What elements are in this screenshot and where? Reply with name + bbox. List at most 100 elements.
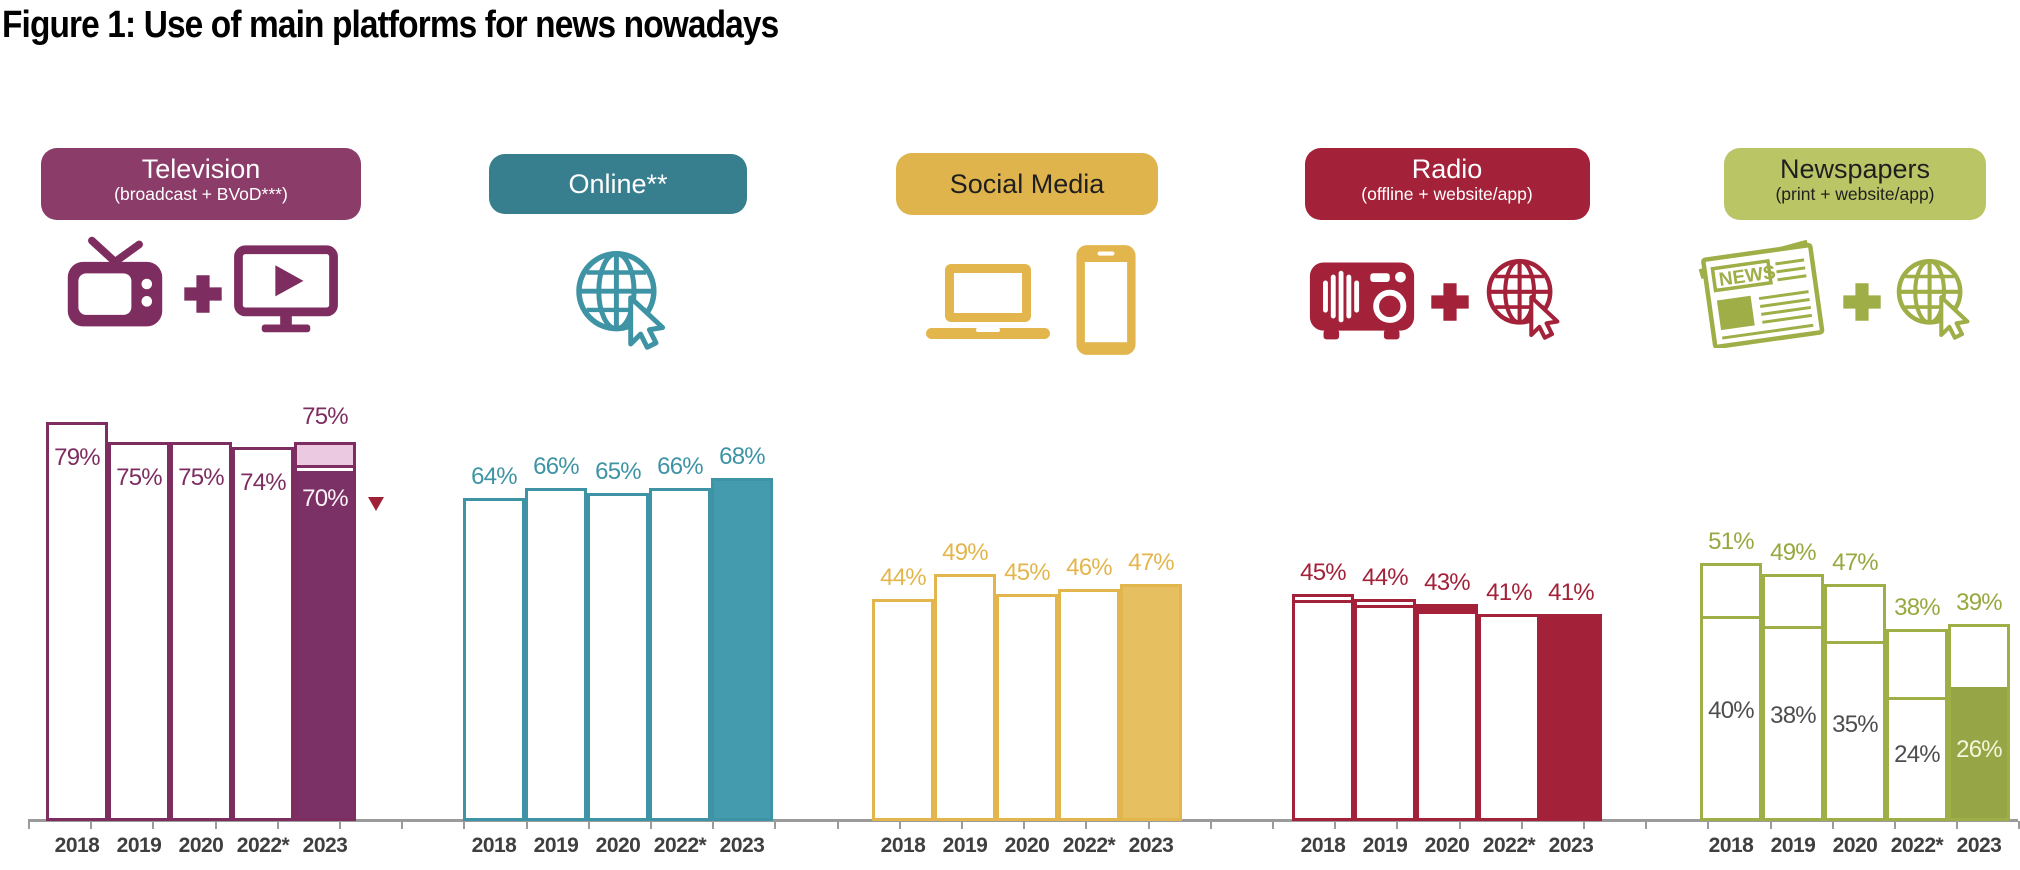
trend-down-icon: [368, 497, 384, 511]
x-axis-tick: [898, 821, 901, 829]
bar-segment-solid: [297, 470, 353, 818]
laptop-icon: [918, 260, 1058, 350]
x-axis-tick: [1458, 821, 1461, 829]
newspaper-icon: NEWS: [1692, 238, 1834, 350]
value-label: 64%: [471, 462, 517, 490]
globe-cursor-icon: [1890, 252, 1980, 346]
value-label-solid: 70%: [302, 484, 348, 512]
value-label: 45%: [1300, 558, 1346, 586]
year-label: 2023: [1128, 834, 1174, 857]
x-axis-tick: [463, 821, 466, 829]
bar-online-2023: [711, 477, 773, 821]
value-label: 66%: [657, 452, 703, 480]
x-axis-tick: [1334, 821, 1337, 829]
x-axis-tick: [1894, 821, 1896, 829]
platform-title: Radio: [1411, 154, 1483, 184]
x-axis-tick: [1769, 821, 1772, 829]
value-label: 74%: [240, 469, 286, 497]
globe-cursor-icon: [1480, 252, 1570, 346]
globe-cursor-icon: [568, 243, 678, 357]
bar-segment-bottom: [1951, 686, 2007, 818]
value-label: 49%: [942, 538, 988, 566]
bar-radio-2020: [1416, 603, 1478, 821]
year-label: 2022*: [1482, 834, 1536, 857]
bar-social-media-2022: [1058, 588, 1120, 821]
x-axis-tick: [961, 821, 963, 829]
platform-header-social-media: Social Media: [896, 153, 1158, 215]
x-axis-tick: [1023, 821, 1026, 829]
x-axis-tick: [836, 821, 839, 829]
year-label: 2018: [54, 834, 100, 857]
year-label: 2018: [471, 834, 517, 857]
x-axis-tick: [28, 821, 30, 829]
bar-segment-bottom: [1765, 626, 1821, 818]
platform-header-radio: Radio (offline + website/app): [1304, 148, 1590, 220]
platform-subtitle: (print + website/app): [1775, 184, 1935, 204]
inner-value-label: 40%: [1708, 696, 1754, 724]
inner-value-label: 26%: [1956, 735, 2002, 763]
bar-online-2020: [587, 492, 649, 821]
year-label: 2020: [1004, 834, 1050, 857]
x-axis-tick: [774, 821, 777, 829]
bar-newspapers-2019: [1762, 573, 1824, 821]
inner-value-label: 24%: [1894, 741, 1940, 769]
figure-title: Figure 1: Use of main platforms for news…: [2, 4, 779, 46]
value-label: 79%: [54, 444, 100, 472]
year-label: 2023: [1956, 834, 2002, 857]
tv-icon: [62, 233, 168, 335]
monitor-play-icon: [232, 243, 340, 340]
year-label: 2023: [302, 834, 348, 857]
plus-icon: [1428, 280, 1472, 324]
bar-television-2019: [108, 442, 170, 821]
platform-header-online: Online**: [489, 154, 747, 214]
value-label: 45%: [1004, 558, 1050, 586]
bar-top-cap: [1419, 606, 1475, 615]
year-label: 2018: [880, 834, 926, 857]
year-label: 2023: [1548, 834, 1594, 857]
value-label: 41%: [1486, 578, 1532, 606]
platform-title: Newspapers: [1779, 154, 1931, 184]
bar-television-2018: [46, 422, 108, 821]
bar-newspapers-2023: [1948, 624, 2010, 821]
platform-subtitle: (offline + website/app): [1361, 184, 1533, 204]
x-axis-tick: [1396, 821, 1399, 829]
plus-icon: [181, 272, 225, 316]
value-label: 38%: [1894, 594, 1940, 622]
x-axis-tick: [1272, 821, 1274, 829]
inner-value-label: 35%: [1832, 710, 1878, 738]
platform-title: Television: [141, 154, 261, 184]
bar-social-media-2019: [934, 573, 996, 821]
value-label: 47%: [1128, 548, 1174, 576]
value-label: 49%: [1770, 538, 1816, 566]
value-label: 39%: [1956, 589, 2002, 617]
value-label: 47%: [1832, 548, 1878, 576]
x-axis-tick: [1147, 821, 1150, 829]
bar-segment-bottom: [1889, 696, 1945, 818]
year-label: 2019: [116, 834, 162, 857]
bar-social-media-2023: [1120, 583, 1182, 821]
platform-header-newspapers: Newspapers (print + website/app): [1724, 148, 1986, 220]
bar-radio-2023: [1540, 613, 1602, 821]
bar-newspapers-2022: [1886, 629, 1948, 821]
year-label: 2020: [1424, 834, 1470, 857]
bar-segment-light: [297, 445, 353, 468]
x-axis-tick: [1707, 821, 1710, 829]
x-axis-tick: [650, 821, 652, 829]
bar-newspapers-2020: [1824, 583, 1886, 821]
year-label: 2019: [533, 834, 579, 857]
year-label: 2022*: [236, 834, 290, 857]
platform-title: Online**: [568, 169, 668, 199]
bar-top-cap: [1357, 604, 1413, 608]
value-label: 75%: [302, 403, 348, 431]
value-label: 65%: [595, 457, 641, 485]
x-axis-tick: [1209, 821, 1212, 829]
value-label: 44%: [1362, 563, 1408, 591]
x-axis-tick: [90, 821, 93, 829]
platform-title: Social Media: [949, 169, 1105, 199]
value-label: 44%: [880, 563, 926, 591]
bar-segment-bottom: [1827, 641, 1883, 818]
x-axis-tick: [1085, 821, 1088, 829]
year-label: 2022*: [1890, 834, 1944, 857]
x-axis-tick: [1583, 821, 1585, 829]
